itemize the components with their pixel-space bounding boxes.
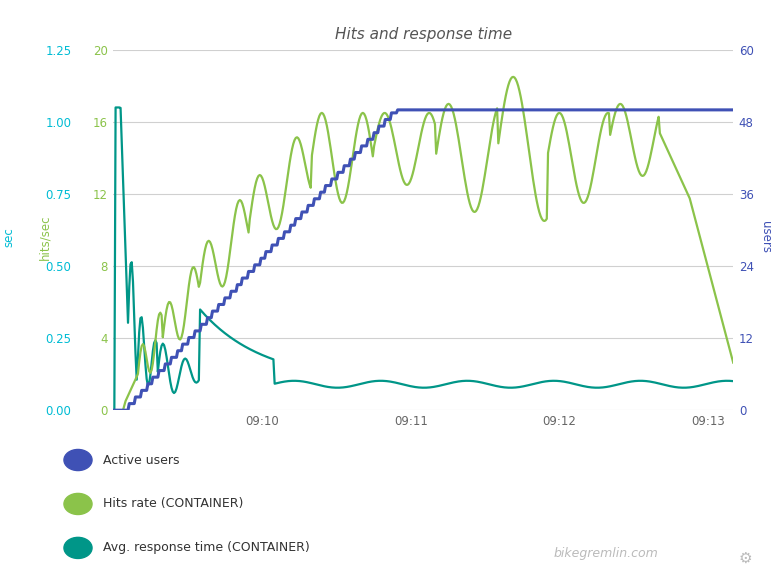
Text: sec: sec [3, 227, 16, 247]
Text: Avg. response time (CONTAINER): Avg. response time (CONTAINER) [103, 541, 310, 554]
Text: ⚙: ⚙ [738, 550, 752, 565]
Text: bikegremlin.com: bikegremlin.com [554, 547, 658, 560]
Text: users: users [760, 222, 772, 253]
Text: Active users: Active users [103, 454, 179, 466]
Title: Hits and response time: Hits and response time [335, 27, 512, 42]
Text: hits/sec: hits/sec [39, 214, 51, 260]
Text: Hits rate (CONTAINER): Hits rate (CONTAINER) [103, 498, 243, 510]
